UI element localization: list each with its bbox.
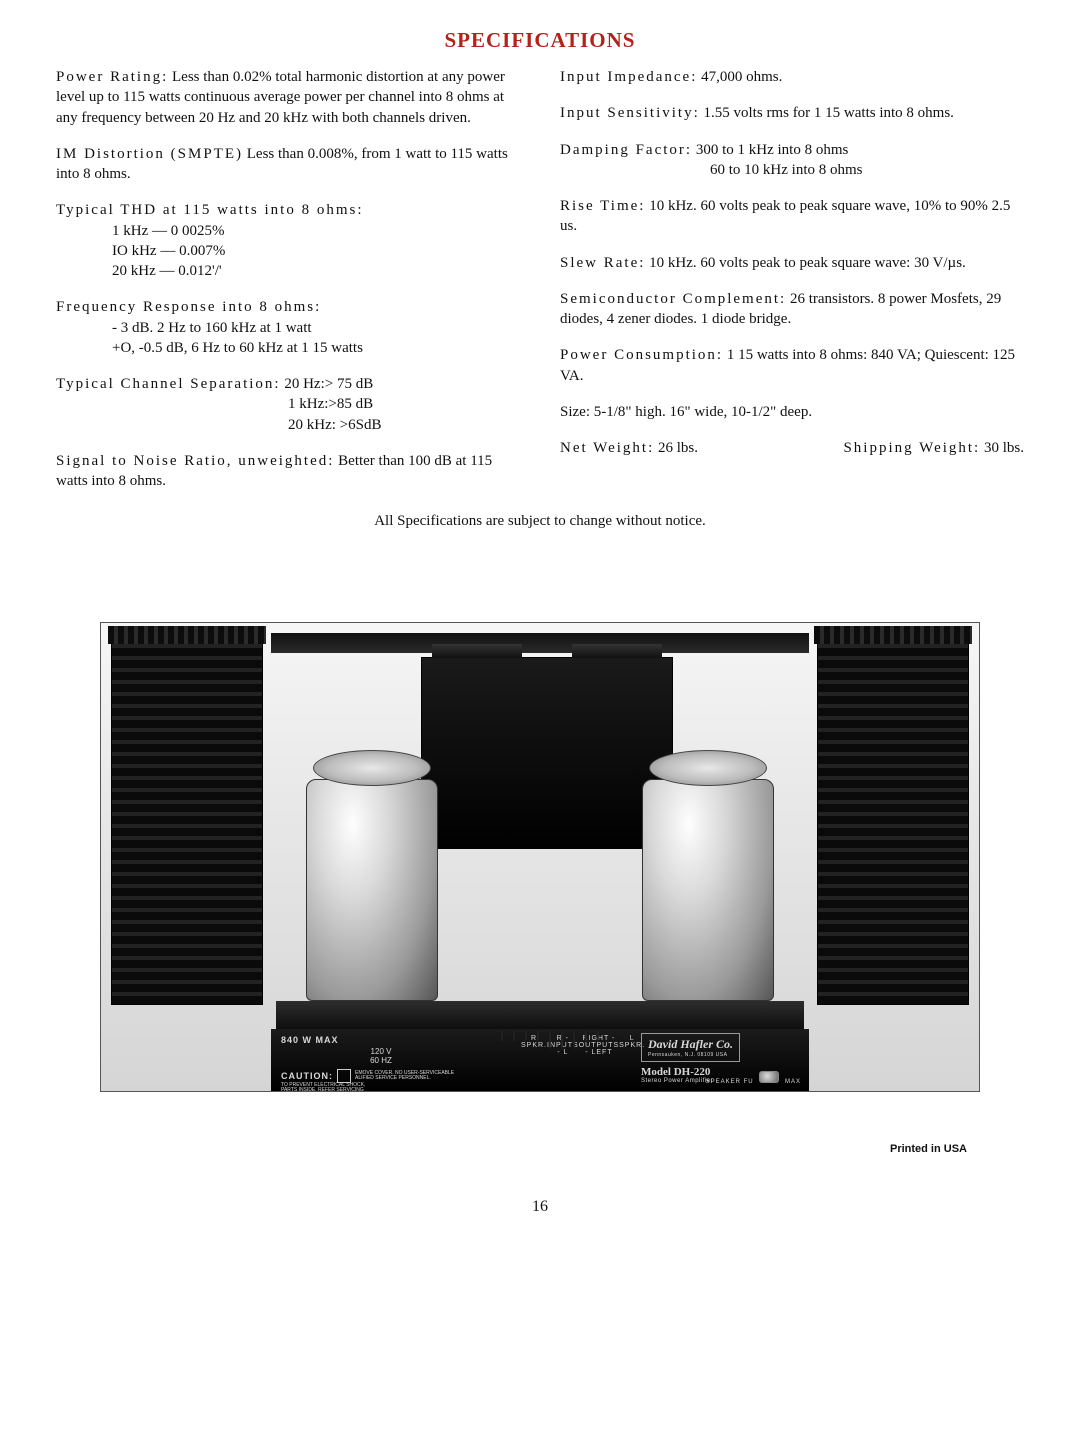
wattage-label: 840 W MAX: [281, 1035, 481, 1045]
spec-semiconductors: Semiconductor Complement: 26 transistors…: [560, 289, 1024, 330]
net-weight: 26 lbs.: [654, 440, 698, 456]
capacitor-right: [642, 779, 774, 1001]
label: Frequency Response into 8 ohms:: [56, 297, 520, 317]
sep-20hz: 20 Hz:> 75 dB: [284, 376, 373, 392]
spec-columns: Power Rating: Less than 0.02% total harm…: [56, 67, 1024, 507]
caution-text-2: PARTS INSIDE. REFER SERVICING: [281, 1087, 364, 1093]
ship-weight-label: Shipping Weight:: [843, 440, 980, 456]
pcb-strip: [276, 1001, 804, 1029]
capacitor-left: [306, 779, 438, 1001]
sep-1khz: 1 kHz:>85 dB: [56, 394, 520, 414]
spec-input-impedance: Input Impedance: 47,000 ohms.: [560, 67, 1024, 87]
left-column: Power Rating: Less than 0.02% total harm…: [56, 67, 520, 507]
page-number: 16: [56, 1198, 1024, 1216]
label: Typical Channel Separation:: [56, 376, 281, 392]
spec-weights: Net Weight: 26 lbs. Shipping Weight: 30 …: [560, 438, 1024, 458]
heatsink-right: [817, 643, 969, 1005]
transformer: [421, 657, 673, 849]
thd-10khz: IO kHz — 0.007%: [56, 241, 520, 261]
spec-snr: Signal to Noise Ratio, unweighted: Bette…: [56, 451, 520, 492]
hz-label: 60 HZ: [370, 1056, 392, 1065]
chassis-top: [271, 633, 809, 653]
spec-rise-time: Rise Time: 10 kHz. 60 volts peak to peak…: [560, 196, 1024, 237]
thd-1khz: 1 kHz — 0 0025%: [56, 221, 520, 241]
change-notice: All Specifications are subject to change…: [56, 513, 1024, 530]
label: Semiconductor Complement:: [560, 291, 786, 307]
brand-name: David Hafler Co.: [648, 1037, 733, 1052]
back-panel: 840 W MAX 120 V 60 HZ CAUTION: EMOVE COV…: [271, 1029, 809, 1091]
label: Input Sensitivity:: [560, 105, 700, 121]
spec-power-rating: Power Rating: Less than 0.02% total harm…: [56, 67, 520, 128]
spec-im-distortion: IM Distortion (SMPTE) Less than 0.008%, …: [56, 144, 520, 185]
text: 47,000 ohms.: [697, 69, 782, 85]
max-label: MAX: [785, 1079, 801, 1085]
sep-20khz: 20 kHz: >6SdB: [56, 415, 520, 435]
text: 10 kHz. 60 volts peak to peak square wav…: [645, 255, 965, 271]
spec-size: Size: 5-1/8" high. 16" wide, 10-1/2" dee…: [560, 402, 1024, 422]
right-column: Input Impedance: 47,000 ohms. Input Sens…: [560, 67, 1024, 507]
damp-l2: 60 to 10 kHz into 8 ohms: [560, 160, 1024, 180]
binding-posts: [521, 1030, 579, 1050]
caution-text-4: ALIFIED SERVICE PERSONNEL.: [355, 1075, 431, 1081]
freq-line1: - 3 dB. 2 Hz to 160 kHz at 1 watt: [56, 318, 520, 338]
spec-damping-factor: Damping Factor: 300 to 1 kHz into 8 ohms…: [560, 140, 1024, 181]
speaker-fuse: SPEAKER FU MAX: [706, 1071, 801, 1085]
brand-location: Pennsauken, N.J. 08109 USA: [648, 1052, 733, 1058]
brand-plate: David Hafler Co. Pennsauken, N.J. 08109 …: [641, 1033, 740, 1062]
label: Slew Rate:: [560, 255, 645, 271]
label: Size:: [560, 404, 590, 420]
thd-20khz: 20 kHz — 0.012'/': [56, 261, 520, 281]
spec-input-sensitivity: Input Sensitivity: 1.55 volts rms for 1 …: [560, 103, 1024, 123]
label: Power Rating:: [56, 69, 168, 85]
label: Typical THD at 115 watts into 8 ohms:: [56, 200, 520, 220]
spec-frequency-response: Frequency Response into 8 ohms: - 3 dB. …: [56, 297, 520, 358]
label: Rise Time:: [560, 198, 645, 214]
net-weight-label: Net Weight:: [560, 440, 654, 456]
freq-line2: +O, -0.5 dB, 6 Hz to 60 kHz at 1 15 watt…: [56, 338, 520, 358]
fuse-icon: [759, 1071, 779, 1083]
amplifier-illustration: 840 W MAX 120 V 60 HZ CAUTION: EMOVE COV…: [100, 622, 980, 1092]
label: Damping Factor:: [560, 142, 692, 158]
spec-slew-rate: Slew Rate: 10 kHz. 60 volts peak to peak…: [560, 253, 1024, 273]
label: Power Consumption:: [560, 347, 723, 363]
product-photo: 840 W MAX 120 V 60 HZ CAUTION: EMOVE COV…: [100, 622, 980, 1092]
page-title: SPECIFICATIONS: [56, 28, 1024, 53]
warning-triangle-icon: [337, 1069, 351, 1083]
spec-thd: Typical THD at 115 watts into 8 ohms: 1 …: [56, 200, 520, 281]
spec-channel-separation: Typical Channel Separation: 20 Hz:> 75 d…: [56, 374, 520, 435]
printed-in-usa: Printed in USA: [890, 1143, 967, 1155]
caution-label: CAUTION:: [281, 1071, 333, 1081]
damp-l1: 300 to 1 kHz into 8 ohms: [692, 142, 848, 158]
ship-weight: 30 lbs.: [980, 440, 1024, 456]
panel-left-labels: 840 W MAX 120 V 60 HZ CAUTION: EMOVE COV…: [281, 1035, 481, 1093]
speaker-fuse-label: SPEAKER FU: [706, 1079, 754, 1085]
panel-center-labels: R SPKR. R - INPUTS - L RIGHT - OUTPUTS -…: [521, 1035, 579, 1056]
label: Signal to Noise Ratio, unweighted:: [56, 453, 334, 469]
heatsink-left: [111, 643, 263, 1005]
voltage-label: 120 V: [371, 1047, 392, 1056]
label: Input Impedance:: [560, 69, 697, 85]
text: 1.55 volts rms for 1 15 watts into 8 ohm…: [700, 105, 954, 121]
label: IM Distortion (SMPTE): [56, 146, 243, 162]
text: 5-1/8" high. 16" wide, 10-1/2" deep.: [590, 404, 812, 420]
spec-power-consumption: Power Consumption: 1 15 watts into 8 ohm…: [560, 345, 1024, 386]
